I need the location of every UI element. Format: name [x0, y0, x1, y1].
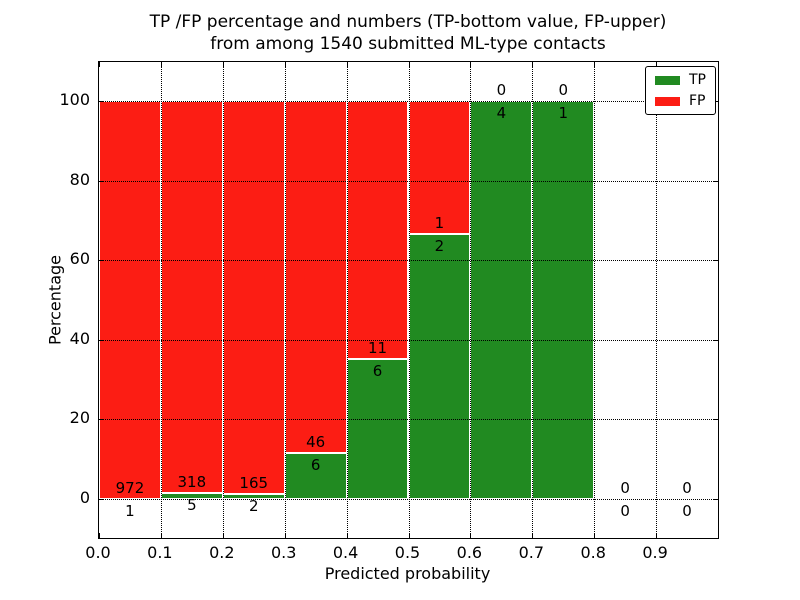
fp-count-label: 0 [620, 479, 630, 497]
fp-count-label: 0 [558, 81, 569, 99]
x-tick-label: 0.2 [209, 543, 235, 562]
x-tick-label: 0.0 [85, 543, 111, 562]
tp-count-label: 6 [310, 456, 321, 475]
x-tick-label: 0.9 [642, 543, 668, 562]
vertical-gridline [408, 62, 410, 538]
x-tick-label: 0.1 [147, 543, 173, 562]
y-tick-label: 40 [69, 328, 90, 348]
legend-entry: TP [655, 73, 706, 87]
y-tick-label: 80 [69, 169, 90, 189]
tp-count-label: 1 [125, 501, 135, 520]
tp-legend-swatch-icon [655, 75, 680, 85]
vertical-gridline [470, 62, 472, 538]
legend: TP FP [645, 66, 716, 115]
fp-bar-segment [346, 101, 409, 359]
fp-bar-segment [222, 101, 285, 495]
x-tick-mark [99, 533, 100, 538]
x-tick-mark [346, 533, 348, 538]
tp-count-label: 6 [372, 361, 383, 380]
tp-count-label: 2 [248, 497, 259, 516]
fp-bar-segment [160, 101, 223, 493]
y-tick-mark [99, 101, 104, 102]
tp-bar-segment [470, 101, 533, 499]
x-tick-mark [408, 62, 410, 67]
y-tick-mark [99, 419, 104, 421]
vertical-gridline [594, 62, 596, 538]
x-tick-mark [346, 62, 348, 67]
x-tick-label: 0.7 [518, 543, 545, 562]
tp-bar-segment [408, 233, 471, 499]
x-tick-mark [408, 533, 410, 538]
y-tick-mark [713, 180, 718, 182]
plot-area: 972 1 318 5 165 2 46 6 11 6 1 2 0 4 0 1 0 0 0 0 [98, 61, 719, 539]
vertical-gridline [656, 62, 658, 538]
legend-entry: FP [655, 94, 706, 108]
y-tick-mark [99, 339, 104, 341]
y-tick-mark [713, 339, 718, 341]
x-tick-label: 0.4 [332, 543, 359, 562]
fp-bar-segment [99, 101, 161, 499]
y-tick-mark [99, 180, 104, 182]
fp-count-label: 11 [367, 338, 388, 357]
y-tick-mark [99, 260, 104, 262]
x-tick-label: 0.5 [394, 543, 421, 562]
x-tick-mark [160, 62, 162, 67]
x-tick-mark [222, 62, 224, 67]
y-tick-mark [713, 260, 718, 262]
y-tick-label: 0 [79, 488, 90, 507]
x-tick-mark [284, 62, 286, 67]
chart-title-line2: from among 1540 submitted ML-type contac… [210, 34, 606, 54]
vertical-gridline [284, 62, 286, 538]
x-tick-mark [470, 533, 472, 538]
vertical-gridline [160, 62, 162, 538]
tp-count-label: 0 [682, 502, 692, 520]
fp-count-label: 0 [682, 479, 692, 497]
fp-count-label: 972 [115, 478, 145, 497]
x-tick-mark [532, 62, 534, 67]
fp-count-label: 46 [306, 433, 326, 452]
fp-count-label: 0 [496, 81, 507, 99]
x-tick-mark [594, 533, 596, 538]
tp-count-label: 5 [187, 495, 197, 514]
x-tick-mark [160, 533, 162, 538]
x-tick-mark [222, 533, 224, 538]
tp-bar-segment [346, 358, 409, 499]
legend-label: TP [689, 72, 706, 88]
tp-bar-segment [532, 101, 595, 499]
x-axis-label: Predicted probability [324, 564, 491, 583]
y-tick-label: 60 [69, 249, 90, 269]
fp-count-label: 165 [239, 474, 269, 493]
fp-bar-segment [284, 101, 347, 454]
tp-count-label: 2 [434, 236, 445, 255]
x-tick-mark [99, 62, 100, 67]
x-tick-mark [470, 62, 472, 67]
fp-legend-swatch-icon [655, 96, 680, 106]
x-tick-label: 0.6 [456, 543, 483, 562]
vertical-gridline [532, 62, 534, 538]
y-tick-mark [713, 419, 718, 421]
y-tick-mark [99, 499, 104, 500]
chart-title-line1: TP /FP percentage and numbers (TP-bottom… [149, 12, 667, 32]
x-tick-mark [594, 62, 596, 67]
fp-count-label: 1 [434, 213, 445, 232]
x-tick-mark [656, 62, 658, 67]
vertical-gridline [222, 62, 224, 538]
legend-label: FP [689, 93, 706, 109]
y-tick-mark [713, 499, 718, 500]
x-tick-mark [284, 533, 286, 538]
x-tick-mark [532, 533, 534, 538]
y-tick-label: 100 [59, 90, 90, 109]
x-tick-mark [656, 533, 658, 538]
vertical-gridline [346, 62, 348, 538]
tp-count-label: 4 [496, 104, 507, 122]
tp-bar-segment [284, 453, 347, 499]
tp-count-label: 0 [620, 502, 630, 520]
y-tick-label: 20 [69, 408, 90, 428]
tp-count-label: 1 [558, 104, 569, 122]
x-tick-label: 0.3 [270, 543, 297, 562]
fp-count-label: 318 [177, 472, 207, 491]
x-tick-label: 0.8 [580, 543, 606, 562]
